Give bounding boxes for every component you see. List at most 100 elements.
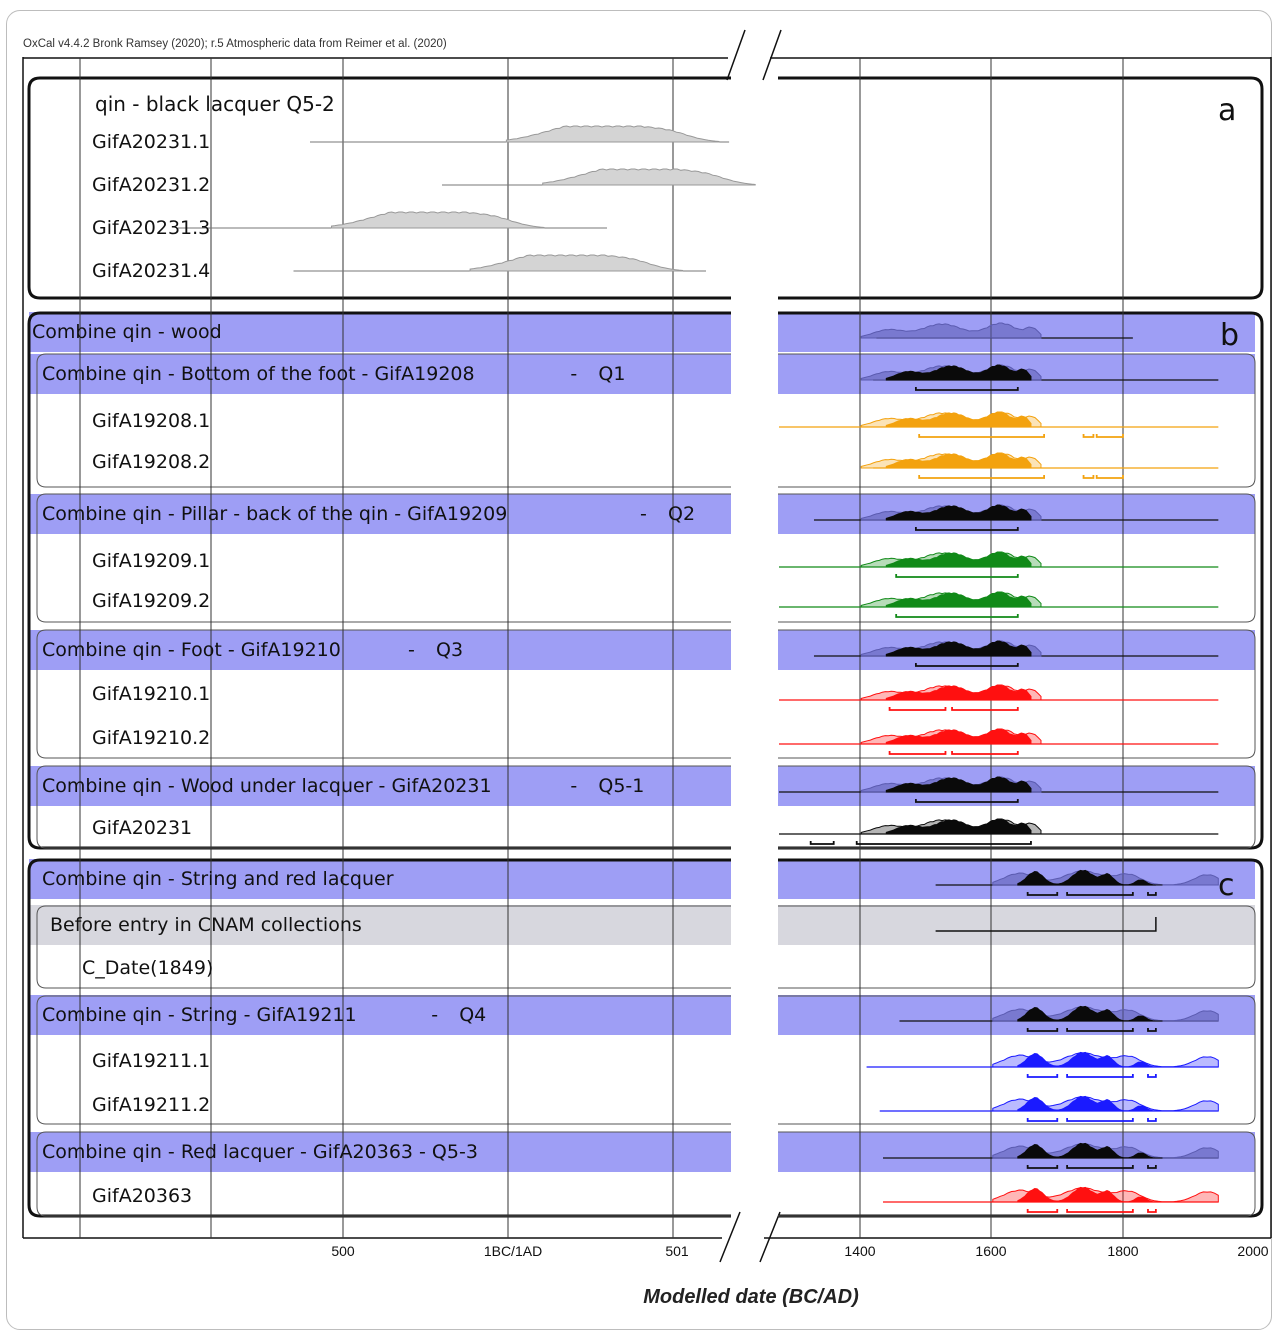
panel-box-right bbox=[778, 311, 1264, 850]
panel-box-right bbox=[778, 76, 1264, 300]
sub-box-left bbox=[36, 629, 731, 759]
group-band-left bbox=[29, 859, 731, 899]
hpd-range-bracket bbox=[1066, 1074, 1134, 1078]
hpd-range-bracket bbox=[1026, 892, 1059, 896]
hpd-range-bracket bbox=[1026, 1165, 1059, 1169]
row-label: GifA19211.1 bbox=[92, 1050, 211, 1072]
before-bound-line bbox=[935, 917, 1157, 932]
hpd-range-bracket bbox=[1066, 892, 1134, 896]
hpd-range-bracket bbox=[888, 707, 947, 711]
posterior-distribution bbox=[885, 818, 1032, 835]
hpd-range-bracket bbox=[1026, 1028, 1059, 1032]
panel-box-left bbox=[27, 311, 731, 850]
sub-box-left bbox=[36, 353, 731, 488]
row-label: GifA19210.1 bbox=[92, 683, 211, 705]
panel-box-left bbox=[27, 76, 731, 300]
hpd-range-bracket bbox=[914, 663, 1019, 667]
x-tick-label: 1400 bbox=[844, 1243, 876, 1259]
row-label: GifA20231.4 bbox=[92, 260, 211, 282]
row-label: Combine qin - String - GifA19211 bbox=[42, 1004, 357, 1026]
sub-box-left bbox=[36, 1131, 731, 1217]
row-label: Before entry in CNAM collections bbox=[50, 914, 362, 936]
sub-box-right bbox=[778, 905, 1256, 989]
row-label: C_Date(1849) bbox=[82, 957, 214, 979]
x-tick-label: 1600 bbox=[975, 1243, 1007, 1259]
posterior-distribution bbox=[1017, 869, 1163, 886]
axis-break-mark bbox=[759, 1211, 781, 1263]
hpd-range-bracket bbox=[809, 841, 835, 845]
sub-box-left bbox=[36, 995, 731, 1125]
posterior-distribution bbox=[1017, 1095, 1163, 1112]
hpd-range-bracket bbox=[918, 475, 1045, 479]
posterior-distribution bbox=[885, 364, 1032, 381]
row-label: qin - black lacquer Q5-2 bbox=[95, 92, 335, 116]
posterior-distribution bbox=[1017, 1186, 1163, 1203]
posterior-distribution bbox=[1017, 1051, 1163, 1068]
group-band-left bbox=[29, 905, 731, 945]
row-label: Combine qin - wood bbox=[32, 321, 222, 343]
row-label: GifA20231.2 bbox=[92, 174, 211, 196]
group-band-right bbox=[778, 905, 1255, 945]
panel-box-right bbox=[778, 858, 1264, 1218]
sub-box-left bbox=[36, 905, 731, 989]
lacquer-distribution bbox=[469, 254, 684, 272]
x-tick-label: 2000 bbox=[1237, 1243, 1269, 1259]
panel-box-left bbox=[27, 858, 731, 1218]
row-code-dash: - bbox=[640, 503, 647, 525]
axis-break-mark bbox=[762, 29, 782, 81]
posterior-distribution bbox=[885, 551, 1032, 568]
hpd-range-bracket bbox=[895, 614, 1019, 618]
panel-letter: b bbox=[1220, 318, 1240, 353]
posterior-distribution bbox=[1017, 1142, 1163, 1159]
sub-box-right bbox=[778, 995, 1256, 1125]
row-code-label: Q5-1 bbox=[598, 775, 645, 797]
sub-box-left bbox=[36, 765, 731, 849]
posterior-distribution bbox=[885, 776, 1032, 793]
row-label: GifA19208.2 bbox=[92, 451, 211, 473]
panel-letter: c bbox=[1218, 868, 1235, 903]
row-label: GifA20231.1 bbox=[92, 131, 211, 153]
hpd-range-bracket bbox=[1066, 1118, 1134, 1122]
row-code-dash: - bbox=[431, 1004, 439, 1026]
group-band-left bbox=[29, 494, 731, 534]
lacquer-distribution bbox=[542, 168, 756, 186]
group-band-left bbox=[29, 312, 731, 352]
group-band-left bbox=[29, 354, 731, 394]
hpd-range-bracket bbox=[951, 707, 1019, 711]
row-label: GifA19209.2 bbox=[92, 590, 211, 612]
group-band-left bbox=[29, 995, 731, 1035]
row-label: GifA20363 bbox=[92, 1185, 193, 1207]
hpd-range-bracket bbox=[914, 387, 1019, 391]
oxcal-header: OxCal v4.4.2 Bronk Ramsey (2020); r.5 At… bbox=[23, 38, 447, 50]
row-code-dash: - bbox=[570, 363, 578, 385]
x-tick-label: 1BC/1AD bbox=[483, 1243, 543, 1259]
hpd-range-bracket bbox=[1066, 1165, 1134, 1169]
row-label: Combine qin - Pillar - back of the qin -… bbox=[42, 503, 508, 525]
row-code-label: Q1 bbox=[598, 363, 626, 385]
hpd-range-bracket bbox=[1147, 1028, 1157, 1032]
hpd-range-bracket bbox=[888, 751, 947, 755]
hpd-range-bracket bbox=[855, 841, 1032, 845]
row-label: Combine qin - Wood under lacquer - GifA2… bbox=[42, 775, 492, 797]
row-label: GifA19209.1 bbox=[92, 550, 211, 572]
hpd-range-bracket bbox=[1026, 1074, 1059, 1078]
hpd-range-bracket bbox=[1095, 475, 1124, 479]
posterior-distribution bbox=[885, 452, 1032, 469]
sub-box-right bbox=[778, 493, 1256, 623]
hpd-range-bracket bbox=[1147, 1165, 1157, 1169]
sub-box-left bbox=[36, 493, 731, 623]
posterior-distribution bbox=[1017, 1005, 1163, 1022]
lacquer-distribution bbox=[505, 125, 720, 143]
axis-break-mark bbox=[726, 29, 746, 81]
row-code-label: Q4 bbox=[459, 1004, 487, 1026]
sub-box-right bbox=[778, 353, 1256, 488]
hpd-range-bracket bbox=[1147, 1074, 1157, 1078]
row-label: GifA20231 bbox=[92, 817, 193, 839]
prior-distribution bbox=[860, 322, 1042, 339]
hpd-range-bracket bbox=[1147, 1118, 1157, 1122]
hpd-range-bracket bbox=[914, 799, 1019, 803]
hpd-range-bracket bbox=[1066, 1209, 1134, 1213]
hpd-range-bracket bbox=[1026, 1209, 1059, 1213]
sub-box-right bbox=[778, 765, 1256, 849]
row-code-dash: - bbox=[570, 775, 578, 797]
